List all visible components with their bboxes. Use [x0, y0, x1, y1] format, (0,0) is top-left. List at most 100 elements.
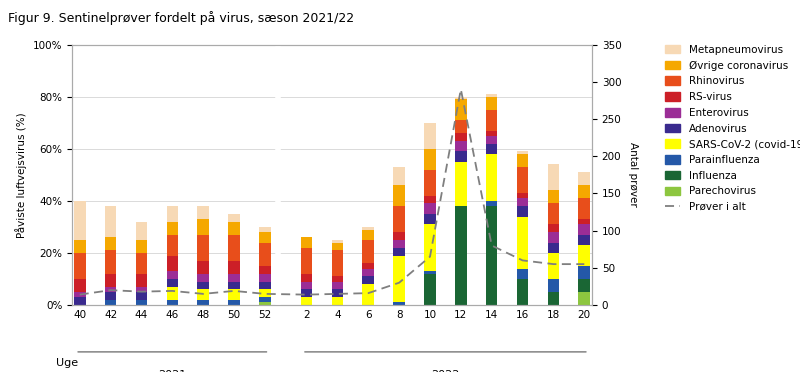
Bar — [259, 289, 270, 297]
Bar — [301, 289, 312, 297]
Bar — [259, 274, 270, 282]
Bar — [548, 279, 559, 292]
Bar — [332, 240, 343, 243]
Bar — [517, 198, 528, 206]
Bar — [394, 302, 405, 305]
Bar — [74, 201, 86, 240]
Bar — [362, 240, 374, 263]
Bar — [332, 297, 343, 305]
Bar — [548, 164, 559, 190]
Bar — [455, 141, 466, 151]
Bar — [362, 263, 374, 269]
Bar — [548, 292, 559, 305]
Bar — [578, 266, 590, 279]
Bar — [198, 300, 209, 305]
Bar — [198, 289, 209, 300]
Bar — [74, 279, 86, 292]
Bar — [136, 300, 147, 305]
Bar — [548, 232, 559, 243]
Text: Figur 9. Sentinelprøver fordelt på virus, sæson 2021/22: Figur 9. Sentinelprøver fordelt på virus… — [8, 11, 354, 25]
Bar — [517, 151, 528, 154]
Bar — [166, 206, 178, 222]
Bar — [362, 276, 374, 284]
Bar — [228, 282, 240, 289]
Bar — [578, 224, 590, 235]
Bar — [578, 235, 590, 245]
Bar — [332, 282, 343, 289]
Bar — [198, 206, 209, 219]
Bar — [136, 222, 147, 240]
Bar — [332, 276, 343, 282]
Legend: Metapneumovirus, Øvrige coronavirus, Rhinovirus, RS-virus, Enterovirus, Adenovir: Metapneumovirus, Øvrige coronavirus, Rhi… — [665, 45, 800, 212]
Bar — [136, 292, 147, 300]
Bar — [105, 287, 116, 292]
Text: Uge: Uge — [56, 358, 78, 368]
Bar — [548, 190, 559, 203]
Bar — [394, 167, 405, 185]
Bar — [166, 287, 178, 300]
Bar — [166, 222, 178, 235]
Bar — [332, 243, 343, 250]
Bar — [424, 170, 436, 196]
Bar — [517, 154, 528, 167]
Bar — [198, 261, 209, 274]
Bar — [455, 206, 466, 305]
Bar — [105, 206, 116, 237]
Bar — [517, 167, 528, 193]
Bar — [578, 245, 590, 266]
Bar — [424, 274, 436, 305]
Bar — [548, 224, 559, 232]
Bar — [362, 227, 374, 230]
Bar — [74, 240, 86, 253]
Bar — [394, 185, 405, 206]
Bar — [259, 266, 270, 274]
Bar — [424, 271, 436, 274]
Bar — [517, 193, 528, 198]
Bar — [74, 297, 86, 305]
Text: 2021: 2021 — [158, 370, 186, 372]
Bar — [136, 274, 147, 287]
Bar — [362, 230, 374, 240]
Bar — [394, 248, 405, 256]
Bar — [578, 292, 590, 305]
Bar — [578, 219, 590, 224]
Bar — [455, 120, 466, 133]
Bar — [105, 250, 116, 274]
Bar — [74, 253, 86, 279]
Bar — [455, 162, 466, 206]
Bar — [198, 235, 209, 261]
Bar — [105, 300, 116, 305]
Bar — [424, 196, 436, 203]
Bar — [198, 274, 209, 282]
Bar — [548, 253, 559, 279]
Bar — [259, 282, 270, 289]
Bar — [517, 206, 528, 217]
Bar — [228, 222, 240, 235]
Bar — [517, 269, 528, 279]
Bar — [455, 151, 466, 162]
Bar — [136, 240, 147, 253]
Bar — [424, 123, 436, 149]
Bar — [486, 154, 498, 201]
Bar — [105, 292, 116, 300]
Bar — [455, 133, 466, 141]
Bar — [394, 206, 405, 232]
Bar — [424, 149, 436, 170]
Bar — [486, 131, 498, 136]
Bar — [228, 300, 240, 305]
Bar — [394, 240, 405, 248]
Bar — [259, 297, 270, 302]
Text: 2022: 2022 — [431, 370, 459, 372]
Bar — [362, 269, 374, 276]
Bar — [105, 274, 116, 287]
Bar — [166, 235, 178, 256]
Bar — [228, 261, 240, 274]
Bar — [166, 271, 178, 279]
Bar — [259, 302, 270, 305]
Bar — [198, 219, 209, 235]
Bar — [166, 279, 178, 287]
Bar — [228, 274, 240, 282]
Bar — [301, 274, 312, 282]
Bar — [198, 282, 209, 289]
Bar — [578, 185, 590, 198]
